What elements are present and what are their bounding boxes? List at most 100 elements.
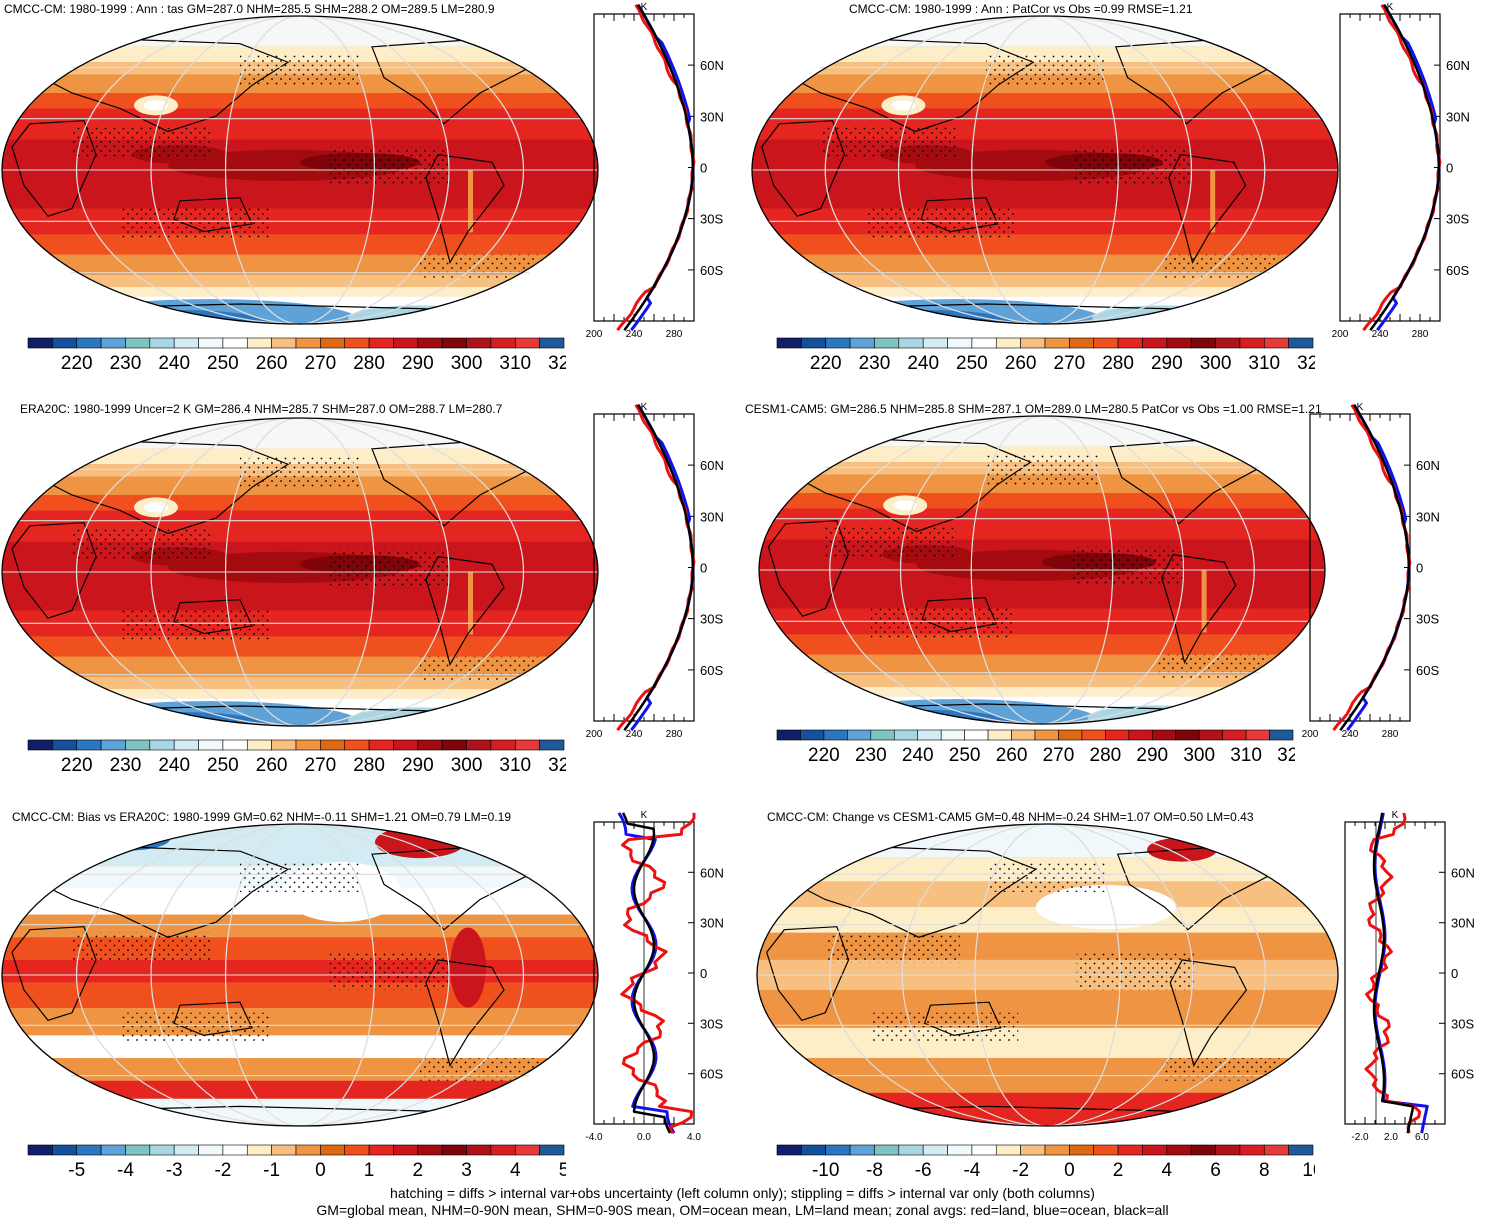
tibet-cold-core — [893, 500, 918, 511]
colorbar-tick-label: 3 — [461, 1160, 472, 1181]
colorbar-swatch — [1093, 337, 1119, 349]
stipple-region — [420, 656, 540, 680]
field-band — [2, 824, 598, 867]
colorbar-swatch — [1239, 1144, 1265, 1156]
colorbar-tick-label: -3 — [166, 1160, 183, 1181]
zonal-unit-label: K — [1392, 810, 1399, 821]
zonal-frame — [1339, 13, 1441, 322]
colorbar-swatch — [898, 1144, 924, 1156]
colorbar-swatch — [1142, 337, 1168, 349]
stipple-region — [240, 456, 360, 488]
colorbar-tick-label: 4 — [510, 1160, 521, 1181]
colorbar-swatch — [52, 337, 78, 349]
colorbar-tick-label: 5 — [559, 1160, 566, 1181]
zonal-x-tick-label: 280 — [666, 329, 683, 340]
eurasia-coast — [29, 38, 290, 133]
colorbar-tick-label: -10 — [812, 1160, 839, 1181]
zonal-x-tick-label: 240 — [1342, 729, 1359, 740]
zonal-lat-label: 60N — [700, 865, 724, 880]
zonal-x-tick-label: 240 — [626, 329, 643, 340]
tibet-cold-core — [144, 502, 168, 513]
graticule — [752, 16, 1338, 324]
colorbar-tick-label: 240 — [902, 745, 934, 766]
colorbar-tick-label: 320 — [1277, 745, 1295, 766]
colorbar-swatch — [825, 1144, 851, 1156]
andes — [1210, 170, 1216, 233]
greenland-cold — [488, 425, 544, 454]
world-map — [756, 823, 1339, 1127]
stipple-region — [1074, 146, 1193, 186]
colorbar-tick-label: 4 — [1162, 1160, 1173, 1181]
graticule — [2, 418, 598, 726]
zonal-mean-plot: K 60N 30N 0 30S 60S 200 240 280 — [586, 2, 724, 340]
colorbar-swatch — [222, 337, 248, 349]
colorbar-swatch — [393, 739, 419, 751]
stipple-region — [72, 126, 210, 158]
field-band — [2, 959, 598, 983]
colorbar-swatch — [1058, 729, 1083, 741]
graticule — [2, 824, 598, 1126]
zonal-lat-label: 60N — [1416, 458, 1440, 473]
colorbar-swatch — [320, 739, 346, 751]
colorbar-tick-label: 250 — [207, 353, 239, 374]
field-band — [752, 287, 1338, 297]
zonal-x-tick-label: 240 — [626, 729, 643, 740]
zonal-lat-label: 30N — [1446, 109, 1470, 124]
colorbar-swatch — [825, 337, 851, 349]
colorbar-swatch — [1105, 729, 1130, 741]
zonal-lat-label: 30N — [700, 916, 724, 931]
zonal-lat-label: 30S — [1416, 612, 1439, 627]
colorbar-swatch — [947, 337, 973, 349]
field-band — [2, 418, 598, 449]
zonal-x-tick-label: 280 — [666, 729, 683, 740]
colorbar-swatch — [320, 1144, 346, 1156]
colorbar-swatch — [776, 337, 802, 349]
colorbar-swatch — [490, 739, 516, 751]
colorbar-swatch — [466, 337, 492, 349]
panel-era20c-climatology: ERA20C: 1980-1999 Uncer=2 K GM=286.4 NHM… — [0, 400, 740, 785]
colorbar-swatch — [1288, 337, 1314, 349]
colorbar-swatch — [393, 337, 419, 349]
stipple-region — [240, 54, 360, 86]
colorbar-swatch — [995, 1144, 1021, 1156]
longitude-line — [75, 418, 525, 726]
colorbar-swatch — [100, 739, 126, 751]
field-band — [752, 16, 1338, 47]
stipple-region — [330, 952, 450, 991]
zonal-lat-label: 60S — [1451, 1067, 1474, 1082]
colorbar-swatch — [246, 337, 272, 349]
colorbar-swatch — [971, 1144, 997, 1156]
graticule — [757, 824, 1338, 1126]
colorbar-swatch — [198, 337, 224, 349]
andes — [468, 170, 473, 233]
colorbar-swatch — [441, 337, 467, 349]
stipple-region — [1070, 546, 1185, 586]
stipple-region — [872, 1012, 1019, 1043]
stipple-region — [868, 208, 1016, 240]
colorbar-swatch — [271, 337, 297, 349]
longitude-line — [224, 16, 376, 324]
colorbar-tick-label: 220 — [61, 755, 93, 776]
stipple-region — [120, 1012, 270, 1043]
zonal-frame — [593, 13, 695, 322]
colorbar-swatch — [100, 1144, 126, 1156]
colorbar-swatch — [149, 1144, 175, 1156]
field-band — [2, 636, 598, 657]
panel-cmcc-change: CMCC-CM: Change vs CESM1-CAM5 GM=0.48 NH… — [745, 808, 1485, 1188]
zonal-all-line — [1372, 812, 1415, 1134]
colorbar-swatch — [1263, 1144, 1289, 1156]
colorbar-swatch — [125, 739, 151, 751]
colorbar-swatch — [1215, 1144, 1241, 1156]
colorbar-swatch — [295, 337, 321, 349]
colorbar-swatch — [823, 729, 848, 741]
field-band — [759, 416, 1325, 447]
greenland-coast — [1244, 23, 1294, 51]
zonal-x-tick-label: 6.0 — [1415, 1132, 1429, 1143]
zonal-x-tick-label: -4.0 — [585, 1132, 603, 1143]
zonal-mean-plot: K 60N 30N 0 30S 60S 200 240 280 — [1332, 2, 1470, 340]
zonal-lat-label: 0 — [700, 561, 707, 576]
greenland-coast — [503, 425, 553, 453]
colorbar-tick-label: 0 — [315, 1160, 326, 1181]
colorbar-swatch — [222, 739, 248, 751]
zonal-land-line — [620, 812, 696, 1134]
